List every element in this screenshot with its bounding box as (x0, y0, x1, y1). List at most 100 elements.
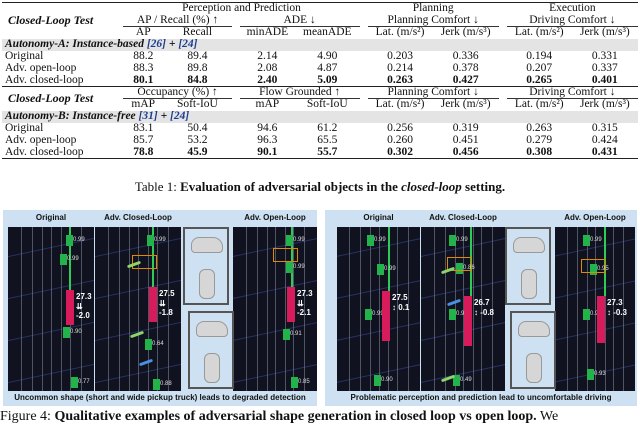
lane-line (267, 227, 268, 391)
table-cell: 2.40 (257, 73, 278, 86)
lane-line (304, 227, 305, 391)
ego-vehicle (464, 296, 472, 346)
execution-header: Execution (506, 2, 638, 15)
detection-box (63, 327, 70, 338)
column-header: Lat. (m/s²) (514, 26, 564, 39)
table-cell: 0.265 (526, 73, 553, 86)
scene-view: 0.99 0.99 0.90 0.77 27.3 ⇊ -2.0 (8, 227, 94, 391)
section-b: Autonomy-B: Instance-free [31] + [24] (2, 110, 638, 123)
detection-box (283, 329, 290, 340)
planning-comfort-header: Planning Comfort ↓ (367, 14, 499, 27)
section-a: Autonomy-A: Instance-based [26] + [24] (2, 38, 638, 51)
car-side-view (513, 237, 545, 253)
lane-line (567, 227, 568, 391)
lane-line (623, 227, 624, 391)
detection-box (145, 339, 152, 350)
table-row: Adv. closed-loop 80.1 84.8 2.40 5.09 0.263 0.4… (2, 73, 638, 87)
row-label: Adv. open-loop (5, 134, 77, 146)
table-cell: 0.207 (526, 62, 553, 74)
lane-line (360, 227, 361, 391)
lane-line (434, 227, 435, 391)
planning-comfort-header-b: Planning Comfort ↓ (367, 86, 499, 99)
ego-accel: ⇊ -1.8 (159, 299, 173, 317)
car-side-view (191, 237, 223, 253)
ade-header: ADE ↓ (239, 14, 360, 27)
ego-accel: ⇊ -2.1 (297, 299, 311, 317)
lane-line (129, 227, 130, 391)
table-cell: 0.451 (452, 134, 479, 146)
pointer-arrow (138, 358, 154, 367)
lane-line (21, 227, 22, 391)
ego-vehicle (287, 287, 295, 322)
highlight-box (447, 257, 472, 271)
table-cell: 53.2 (187, 134, 208, 146)
ego-speed: 27.5 (159, 289, 175, 298)
lane-line (492, 227, 493, 391)
scene-title: Adv. Open-Loop (564, 213, 626, 222)
ego-speed: 26.7 (474, 298, 490, 307)
pointer-arrow (446, 298, 462, 307)
table-cell: 0.308 (506, 146, 572, 159)
ego-accel: ⇊ -2.0 (76, 302, 90, 320)
lane-line (51, 227, 52, 391)
table-cell: 96.3 (257, 134, 278, 146)
detection-score: 0.49 (460, 377, 472, 383)
table-cell: 0.260 (387, 134, 413, 146)
lane-line (138, 227, 139, 391)
table-cell: 0.456 (432, 146, 499, 159)
table-cell: 83.1 (133, 122, 154, 134)
lane-line (108, 227, 109, 391)
driving-comfort-header-b: Driving Comfort ↓ (506, 86, 638, 99)
lane-line (157, 227, 158, 391)
lane-line (379, 227, 380, 391)
ego-speed: 27.3 (76, 292, 92, 301)
row-label: Adv. open-loop (5, 62, 77, 74)
planned-trajectory (388, 227, 390, 291)
column-header: AP (135, 26, 151, 39)
lane-line (42, 227, 43, 391)
detection-box (291, 377, 298, 388)
lane-line (32, 227, 33, 391)
table-cell: 80.1 (133, 73, 154, 86)
table-cell: 78.8 (123, 146, 164, 159)
detection-box (286, 235, 293, 246)
table-cell: 2.08 (257, 62, 278, 74)
table-cell: 45.9 (163, 146, 232, 159)
detection-box (583, 309, 590, 320)
scene-view: 0.99 0.86 0.99 0.49 26.7 ↕ -0.8 (421, 227, 505, 391)
column-header: Jerk (m/s³) (440, 98, 491, 111)
planned-trajectory (291, 227, 293, 287)
car-top-view (199, 269, 215, 299)
lane-line (445, 227, 446, 391)
detection-score: 0.99 (372, 311, 384, 317)
lane-line (285, 227, 286, 391)
ego-vehicle (382, 291, 390, 341)
table-cell: 0.315 (591, 122, 618, 134)
table-cell: 65.5 (317, 134, 338, 146)
car-shape-inset (505, 227, 551, 305)
lane-line (408, 227, 409, 391)
detection-score: 0.86 (463, 265, 475, 271)
lane-line (463, 227, 464, 391)
detection-box (590, 264, 597, 275)
occupancy-header: Occupancy (%) ↑ (123, 86, 232, 99)
ap-recall-header: AP / Recall (%) ↑ (123, 14, 232, 27)
table-cell: 4.90 (317, 50, 338, 62)
table-cell: 84.8 (187, 73, 208, 86)
figure-panel-left: Original 0.99 0.99 0.90 0.77 27.3 ⇊ -2.0 Adv. C… (3, 210, 317, 406)
table-cell: 89.8 (187, 62, 208, 74)
scene-title: Adv. Closed-Loop (104, 213, 172, 222)
detection-box (456, 263, 463, 274)
detection-score: 0.99 (67, 256, 79, 262)
detection-box (147, 235, 154, 246)
lane-line (473, 227, 474, 391)
lane-line (605, 227, 606, 391)
detection-score: 0.99 (154, 237, 166, 243)
table-cell: 5.09 (317, 73, 338, 86)
highlight-box (132, 255, 157, 269)
lane-line (168, 227, 169, 391)
detection-box (449, 235, 456, 246)
driving-comfort-header: Driving Comfort ↓ (506, 14, 638, 27)
column-header: mAP (131, 98, 156, 111)
ego-accel: ↕ 0.1 (392, 303, 410, 312)
